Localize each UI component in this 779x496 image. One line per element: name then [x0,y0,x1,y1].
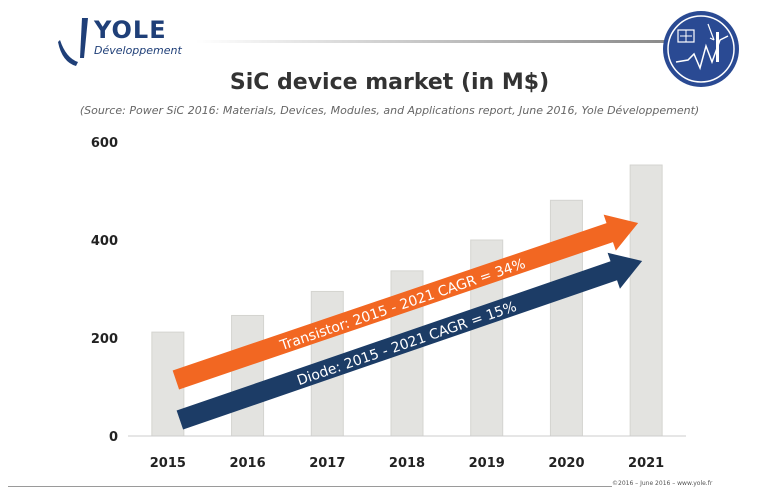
bar-2021 [629,164,663,437]
x-tick-label: 2015 [150,456,186,471]
diode-cagr-arrow-shape [176,252,643,430]
y-tick-label: 0 [109,430,118,445]
yole-logo: YOLE Développement [56,10,196,70]
x-tick-label: 2021 [628,456,664,471]
logo-brand: YOLE [94,16,167,44]
x-tick-label: 2017 [309,456,345,471]
yole-logo-mark [58,18,88,66]
x-tick-label: 2016 [229,456,265,471]
transistor-cagr-arrow-shape [172,214,639,390]
footer-copyright: ©2016 – June 2016 – www.yole.fr [612,480,713,487]
chart-title: SiC device market (in M$) [229,70,550,95]
y-tick-label: 200 [91,332,118,347]
footer-divider [8,486,612,487]
chart-subtitle: (Source: Power SiC 2016: Materials, Devi… [79,104,700,117]
y-tick-label: 400 [91,234,118,249]
y-tick-label: 600 [91,136,118,151]
bar-2016 [231,314,265,437]
header-divider [196,40,666,43]
report-badge-icon [663,11,739,87]
x-tick-label: 2020 [548,456,584,471]
x-tick-label: 2018 [389,456,425,471]
x-tick-label: 2019 [469,456,505,471]
logo-subtitle: Développement [94,44,182,57]
